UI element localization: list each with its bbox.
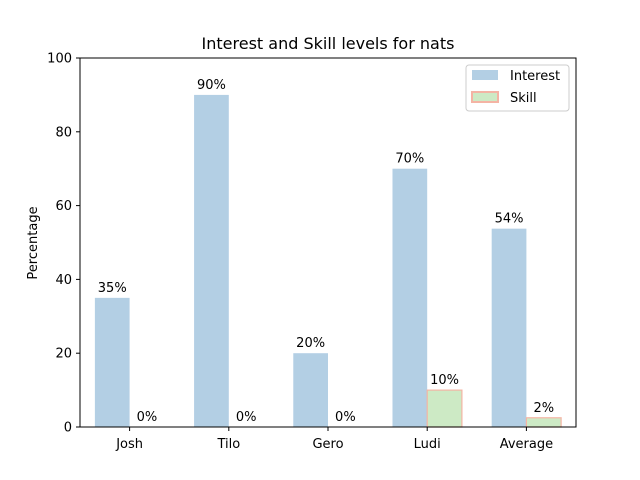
- data-label-interest-josh: 35%: [98, 281, 127, 296]
- data-label-skill-tilo: 0%: [236, 410, 257, 425]
- y-tick-label: 20: [55, 347, 72, 362]
- data-label-interest-average: 54%: [495, 212, 524, 227]
- legend-swatch-interest: [472, 70, 498, 80]
- y-tick-label: 60: [55, 199, 72, 214]
- data-label-interest-tilo: 90%: [197, 78, 226, 93]
- y-tick-label: 40: [55, 273, 72, 288]
- legend-label-interest: Interest: [510, 69, 560, 84]
- bar-interest-average: [491, 228, 527, 427]
- data-labels: 35% 90% 20% 70% 54% 0% 0% 0% 10% 2%: [98, 78, 554, 425]
- legend-label-skill: Skill: [510, 91, 537, 106]
- bar-interest-tilo: [194, 94, 229, 428]
- bar-skill-ludi: [426, 389, 463, 428]
- data-label-interest-ludi: 70%: [395, 152, 424, 167]
- x-tick-label: Average: [500, 437, 553, 452]
- axes: 0 20 40 60 80 100: [47, 52, 80, 436]
- y-tick-label: 0: [64, 421, 72, 436]
- chart-title: Interest and Skill levels for nats: [202, 34, 455, 53]
- bar-skill-average: [525, 417, 562, 428]
- bar-interest-ludi: [392, 168, 428, 427]
- data-label-interest-gero: 20%: [296, 336, 325, 351]
- legend-swatch-skill: [471, 91, 499, 103]
- y-axis-label: Percentage: [26, 206, 41, 279]
- x-tick-label: Ludi: [414, 437, 441, 452]
- data-label-skill-average: 2%: [533, 401, 554, 416]
- bars: [94, 94, 562, 428]
- y-tick-label: 80: [55, 125, 72, 140]
- data-label-skill-gero: 0%: [335, 410, 356, 425]
- plot-frame: [79, 57, 577, 428]
- x-tick-label: Gero: [312, 437, 343, 452]
- data-label-skill-ludi: 10%: [430, 373, 459, 388]
- data-label-skill-josh: 0%: [137, 410, 158, 425]
- y-tick-label: 100: [47, 52, 72, 67]
- bar-interest-gero: [293, 353, 328, 427]
- legend: Interest Skill: [465, 64, 570, 112]
- x-ticks: Josh Tilo Gero Ludi Average: [115, 427, 553, 452]
- bar-interest-josh: [94, 297, 130, 427]
- x-tick-label: Tilo: [216, 437, 240, 452]
- x-tick-label: Josh: [115, 437, 143, 452]
